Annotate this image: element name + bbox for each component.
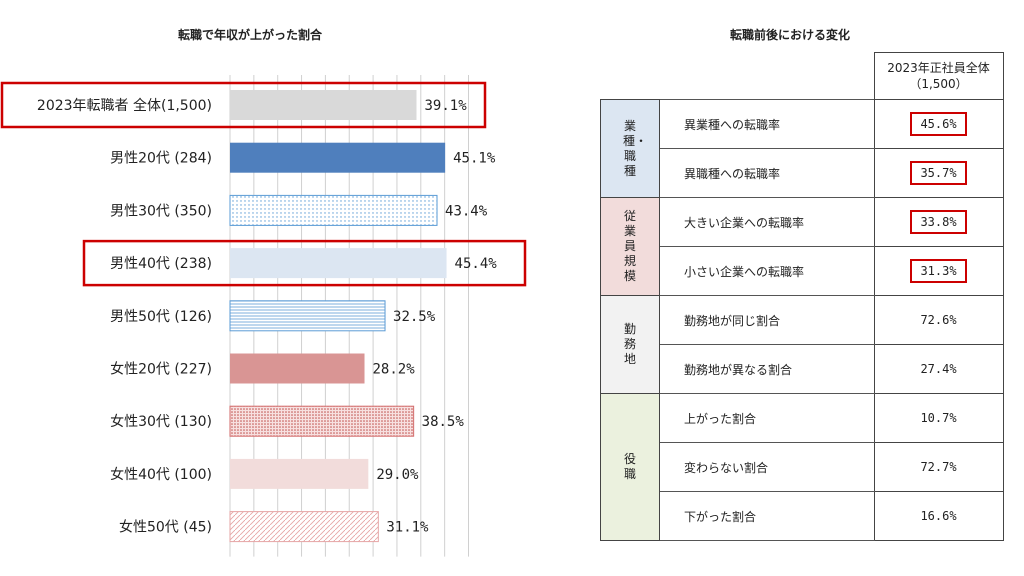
row-value-cell: 33.8% — [873, 197, 1004, 247]
row-value-cell: 45.6% — [873, 99, 1004, 149]
row-label: 変わらない割合 — [659, 442, 874, 492]
row-label: 大きい企業への転職率 — [659, 197, 874, 247]
group-label-text: 業種・職種 — [623, 118, 648, 178]
group-label: 従業員規模 — [600, 197, 660, 296]
value-label: 45.1% — [453, 151, 496, 167]
bar — [229, 405, 415, 437]
column-header-line2: （1,500） — [909, 77, 968, 91]
row-label: 小さい企業への転職率 — [659, 246, 874, 296]
row-value: 33.8% — [910, 210, 967, 234]
category-label: 男性40代 (238) — [110, 256, 212, 272]
category-label: 女性30代 (130) — [110, 413, 212, 430]
row-value: 10.7% — [920, 411, 957, 425]
bar — [230, 248, 447, 279]
table-row: 異職種への転職率 35.7% — [601, 148, 1004, 198]
row-value-cell: 35.7% — [873, 148, 1004, 198]
salary-increase-bar-chart: 2023年転職者 全体(1,500) 39.1% 男性20代 (284) 45.1% 男… — [0, 75, 527, 557]
row-value: 27.4% — [920, 362, 957, 376]
column-header: 2023年正社員全体 （1,500） — [873, 52, 1004, 100]
row-value: 72.6% — [920, 313, 957, 327]
column-header-line1: 2023年正社員全体 — [887, 61, 990, 75]
category-label: 男性30代 (350) — [110, 203, 212, 219]
table-row: 下がった割合 16.6% — [601, 491, 1004, 541]
category-label: 2023年転職者 全体(1,500) — [37, 97, 212, 114]
table-row: 勤務地が異なる割合 27.4% — [601, 344, 1004, 394]
row-value: 72.7% — [920, 460, 957, 474]
row-value-cell: 10.7% — [873, 393, 1004, 443]
row-value-cell: 72.6% — [873, 295, 1004, 345]
bar — [229, 194, 438, 226]
bar — [230, 90, 417, 120]
chart-labels: 2023年転職者 全体(1,500) 39.1% 男性20代 (284) 45.1% 男… — [37, 97, 497, 536]
value-label: 28.2% — [373, 362, 416, 378]
category-label: 女性20代 (227) — [110, 361, 212, 378]
value-label: 32.5% — [393, 309, 436, 325]
row-value: 35.7% — [910, 161, 967, 185]
group-label-text: 従業員規模 — [623, 209, 636, 283]
row-label: 異職種への転職率 — [659, 148, 874, 198]
highlight-box — [0, 81, 487, 129]
bar — [230, 458, 369, 489]
category-label: 男性20代 (284) — [110, 151, 212, 167]
row-value: 31.3% — [910, 259, 967, 283]
group-label: 勤務地 — [600, 295, 660, 394]
value-label: 31.1% — [386, 520, 429, 536]
chart-title: 転職で年収が上がった割合 — [177, 28, 322, 42]
table-row: 変わらない割合 72.7% — [601, 442, 1004, 492]
table-row: 勤務地 勤務地が同じ割合 72.6% — [600, 295, 1004, 394]
highlight-box — [82, 239, 527, 287]
chart-bars — [229, 90, 447, 543]
bar — [230, 142, 446, 173]
row-value-cell: 16.6% — [873, 491, 1004, 541]
row-label: 下がった割合 — [659, 491, 874, 541]
row-label: 上がった割合 — [659, 393, 874, 443]
table-row: 業種・職種 異業種への転職率 45.6% — [600, 99, 1004, 198]
value-label: 45.4% — [455, 256, 498, 272]
table-row: 従業員規模 大きい企業への転職率 33.8% — [600, 197, 1004, 296]
group-label-text: 役職 — [623, 452, 636, 481]
value-label: 38.5% — [422, 414, 465, 430]
job-change-table: 2023年正社員全体 （1,500） 業種・職種 異業種への転職率 45.6% 異職種… — [600, 52, 1004, 541]
group-label-text: 勤務地 — [623, 322, 636, 366]
category-label: 女性50代 (45) — [119, 519, 212, 536]
chart-highlights — [0, 81, 527, 287]
category-label: 男性50代 (126) — [110, 309, 212, 325]
table-title: 転職前後における変化 — [729, 28, 850, 42]
row-value-cell: 27.4% — [873, 344, 1004, 394]
category-label: 女性40代 (100) — [110, 466, 212, 483]
value-label: 29.0% — [376, 467, 419, 483]
row-label: 異業種への転職率 — [659, 99, 874, 149]
table-row: 小さい企業への転職率 31.3% — [601, 246, 1004, 296]
group-label: 役職 — [600, 393, 660, 541]
bar — [230, 353, 365, 384]
value-label: 43.4% — [445, 203, 488, 219]
row-value-cell: 31.3% — [873, 246, 1004, 296]
bar — [229, 300, 386, 332]
bar — [229, 511, 379, 543]
row-value: 45.6% — [910, 112, 967, 136]
row-label: 勤務地が同じ割合 — [659, 295, 874, 345]
group-label: 業種・職種 — [600, 99, 660, 198]
row-label: 勤務地が異なる割合 — [659, 344, 874, 394]
value-label: 39.1% — [425, 98, 468, 114]
row-value-cell: 72.7% — [873, 442, 1004, 492]
row-value: 16.6% — [920, 509, 957, 523]
table-row: 役職 上がった割合 10.7% — [600, 393, 1004, 541]
